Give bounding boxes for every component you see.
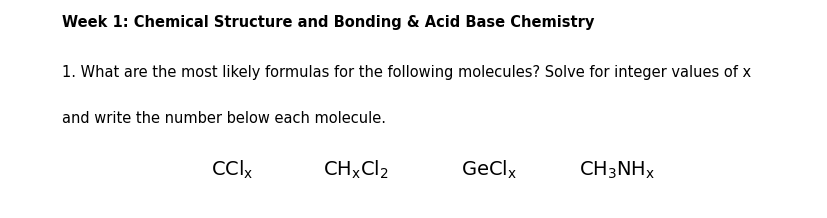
Text: $\mathregular{GeCl}_{\mathregular{x}}$: $\mathregular{GeCl}_{\mathregular{x}}$ [460,159,516,181]
Text: Week 1: Chemical Structure and Bonding & Acid Base Chemistry: Week 1: Chemical Structure and Bonding &… [62,15,594,30]
Text: $\mathregular{CCl}_{\mathregular{x}}$: $\mathregular{CCl}_{\mathregular{x}}$ [210,159,253,181]
Text: $\mathregular{CH}_{\mathregular{x}}\mathregular{Cl}_{\mathregular{2}}$: $\mathregular{CH}_{\mathregular{x}}\math… [323,159,389,181]
Text: $\mathregular{CH}_{\mathregular{3}}\mathregular{NH}_{\mathregular{x}}$: $\mathregular{CH}_{\mathregular{3}}\math… [578,159,654,181]
Text: and write the number below each molecule.: and write the number below each molecule… [62,111,385,126]
Text: 1. What are the most likely formulas for the following molecules? Solve for inte: 1. What are the most likely formulas for… [62,65,750,80]
